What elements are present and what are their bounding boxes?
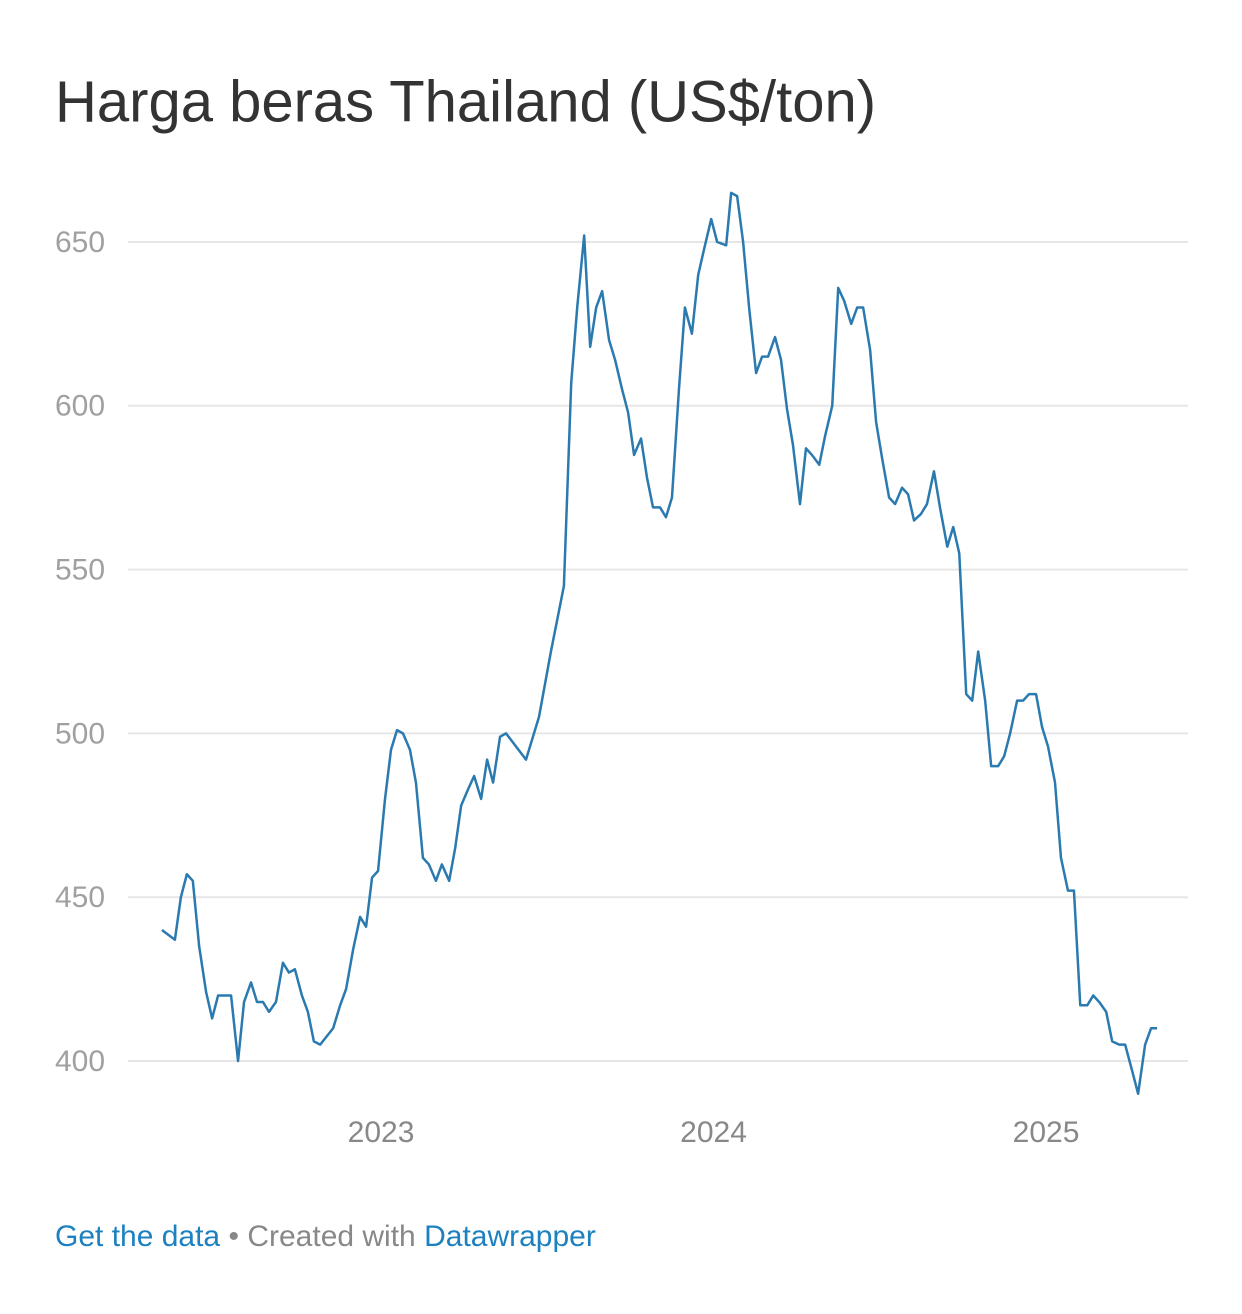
credit-text: Created with [247,1220,416,1253]
y-tick-label: 650 [55,226,105,259]
datawrapper-link[interactable]: Datawrapper [424,1220,596,1253]
get-data-link[interactable]: Get the data [55,1220,221,1253]
y-tick-label: 550 [55,554,105,587]
line [161,191,1158,1096]
y-tick-label: 500 [55,717,105,750]
separator: • [228,1220,239,1253]
y-tick-label: 450 [55,881,105,914]
y-tick-label: 400 [55,1045,105,1078]
footer: Get the data • Created with Datawrapper [55,1220,596,1254]
y-tick-label: 600 [55,390,105,423]
x-tick-label: 2023 [348,1116,415,1149]
x-tick-label: 2025 [1013,1116,1080,1149]
chart-title: Harga beras Thailand (US$/ton) [55,69,876,134]
chart: Harga beras Thailand (US$/ton) 400 450 500… [55,69,1188,1149]
x-tick-label: 2024 [680,1116,747,1149]
